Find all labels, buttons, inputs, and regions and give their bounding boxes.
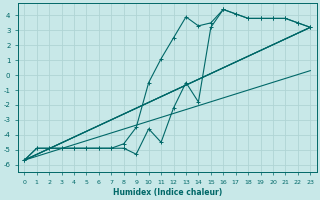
X-axis label: Humidex (Indice chaleur): Humidex (Indice chaleur) [113, 188, 222, 197]
